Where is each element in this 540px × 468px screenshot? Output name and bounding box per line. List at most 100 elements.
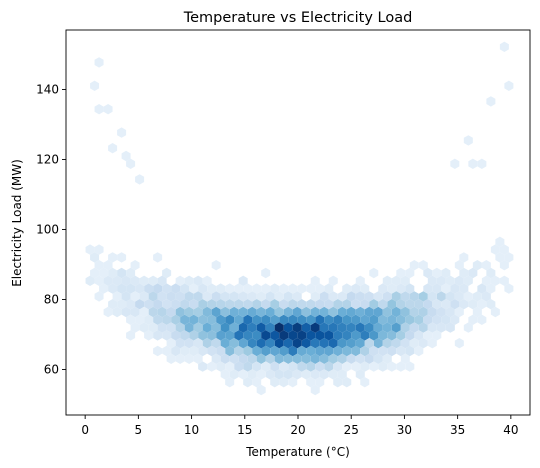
hexbin-cell [355, 369, 365, 380]
hexbin-cell [139, 306, 149, 318]
hexbin-cell [324, 361, 334, 372]
hexbin-cell [292, 291, 302, 302]
hexbin-cell [243, 299, 253, 310]
hexbin-cell [355, 275, 365, 286]
hexbin-cell [477, 283, 487, 294]
hexbin-cell [202, 338, 212, 349]
hexbin-cell [337, 353, 347, 364]
hexbin-cell [306, 377, 316, 388]
hexbin-cell [351, 314, 361, 325]
hexbin-cell [252, 314, 262, 325]
hexbin-cell [360, 361, 370, 372]
hexbin-cell [207, 345, 217, 357]
hexbin-cell [310, 353, 320, 364]
hexbin-cell [319, 338, 329, 349]
hexbin-cell [130, 260, 140, 271]
hexbin-cell [324, 345, 334, 357]
hexbin-cell [369, 361, 379, 372]
hexbin-cell [189, 330, 199, 341]
hexbin-cell [342, 314, 352, 325]
hexbin-cell [436, 306, 446, 318]
hexbin-cell [504, 252, 514, 263]
hexbin-cell [103, 260, 113, 271]
y-tick-label: 140 [36, 83, 59, 97]
hexbin-cell [157, 306, 167, 318]
hexbin-cell [301, 369, 311, 380]
hexbin-cell [193, 338, 203, 349]
hexbin-cell [391, 338, 401, 349]
hexbin-cell [306, 283, 316, 294]
hexbin-cell [207, 283, 217, 294]
hexbin-cell [216, 314, 226, 325]
hexbin-cell [468, 299, 478, 310]
plot-frame [65, 29, 531, 416]
hexbin-cell [396, 361, 406, 372]
hexbin-cell [90, 252, 100, 263]
hexbin-cell [148, 306, 158, 318]
hexbin-cell [328, 322, 338, 333]
y-tick-label: 80 [44, 293, 59, 307]
hexbin-cell [166, 291, 176, 302]
hexbin-cell [423, 267, 433, 279]
hexbin-cell [414, 299, 424, 310]
hexbin-cell [171, 345, 181, 357]
hexbin-cell [328, 369, 338, 380]
hexbin-cell [103, 306, 113, 318]
hexbin-cell [490, 306, 500, 318]
hexbin-cell [472, 260, 482, 271]
hexbin-cell [355, 322, 365, 333]
hexbin-cell [252, 283, 262, 294]
hexbin-cell [144, 314, 154, 325]
hexbin-cell [297, 330, 307, 341]
hexbin-cell [319, 369, 329, 380]
hexbin-cell [175, 306, 185, 318]
hexbin-cell [400, 338, 410, 349]
hexbin-cell [454, 291, 464, 302]
hexbin-cell [355, 306, 365, 318]
hexbin-cell [427, 322, 437, 333]
hexbin-cell [292, 369, 302, 380]
hexbin-cell [373, 338, 383, 349]
hexbin-cell [346, 291, 356, 302]
hexbin-cell [265, 291, 275, 302]
hexbin-cell [477, 299, 487, 310]
hexbin-cell [486, 283, 496, 294]
hexbin-cell [216, 299, 226, 310]
hexbin-cell [477, 314, 487, 325]
hexbin-cell [243, 314, 253, 325]
hexbin-cell [216, 330, 226, 341]
hexbin-cell [171, 283, 181, 294]
hexbin-cell [198, 314, 208, 325]
hexbin-cell [333, 299, 343, 310]
hexbin-cell [292, 322, 302, 333]
hexbin-cell [355, 338, 365, 349]
hexbin-cell [211, 322, 221, 333]
hexbin-cell [270, 345, 280, 357]
hexbin-cell [387, 361, 397, 372]
hexbin-cell [400, 275, 410, 286]
hexbin-cell [274, 322, 284, 333]
hexbin-cell [468, 158, 478, 169]
hexbin-cell [247, 338, 257, 349]
hexbin-cell [225, 361, 235, 372]
hexbin-cell [310, 338, 320, 349]
hexbin-cell [189, 299, 199, 310]
hexbin-cell [310, 306, 320, 318]
hexbin-cell [265, 338, 275, 349]
hexbin-cell [360, 345, 370, 357]
hexbin-cell [328, 291, 338, 302]
hexbin-cell [351, 330, 361, 341]
hexbin-cell [193, 291, 203, 302]
hexbin-cell [405, 267, 415, 279]
hexbin-cell [225, 330, 235, 341]
hexbin-cell [378, 299, 388, 310]
hexbin-cell [342, 283, 352, 294]
hexbin-cell [243, 283, 253, 294]
hexbin-cell [490, 244, 500, 255]
hexbin-cell [337, 369, 347, 380]
hexbin-cell [189, 283, 199, 294]
hexbin-cell [216, 361, 226, 372]
hexbin-cell [288, 299, 298, 310]
hexbin-cell [301, 338, 311, 349]
